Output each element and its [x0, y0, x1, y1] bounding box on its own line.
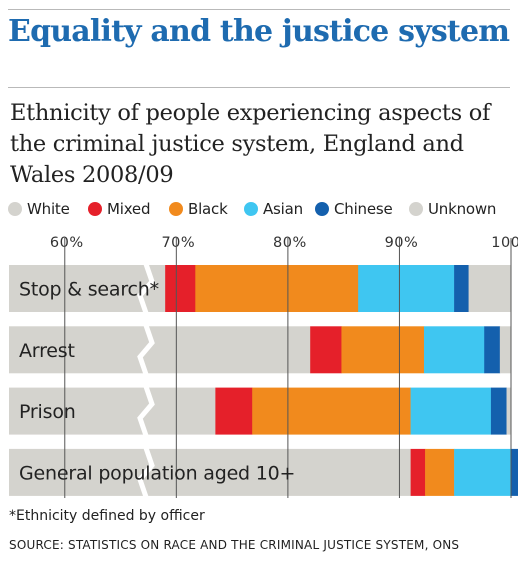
legend: White Mixed Black Asian Chinese Unknown [8, 200, 518, 224]
axis-break-mark [137, 324, 155, 376]
x-tick-label: 60% [50, 235, 84, 251]
x-tick-label: 90% [385, 235, 419, 251]
top-rule [8, 9, 510, 10]
footnote: *Ethnicity defined by officer [9, 508, 205, 524]
x-tick-label: 80% [273, 235, 307, 251]
legend-item-unknown: Unknown [409, 200, 496, 218]
category-label: Stop & search* [19, 279, 159, 301]
bar-segment-unknown [499, 326, 512, 374]
x-tick-label: 100% [491, 235, 518, 251]
bar-segment-asian [423, 326, 485, 374]
bar-segment-white [9, 326, 311, 374]
legend-item-black: Black [169, 200, 228, 218]
axis-break-mark [137, 447, 155, 498]
legend-label-black: Black [188, 200, 228, 218]
axis-break-mark [137, 385, 155, 437]
legend-label-white: White [27, 200, 70, 218]
bar-segment-mixed [215, 387, 253, 435]
headline: Equality and the justice system [8, 14, 510, 49]
x-tick-label: 70% [161, 235, 195, 251]
legend-label-chinese: Chinese [334, 200, 393, 218]
bar-segment-mixed [310, 326, 342, 374]
legend-swatch-asian [244, 202, 258, 216]
category-label: Prison [19, 401, 76, 423]
legend-item-asian: Asian [244, 200, 303, 218]
source-note: SOURCE: STATISTICS ON RACE AND THE CRIMI… [9, 538, 460, 552]
bar-segment-chinese [454, 265, 469, 312]
bar-segment-chinese [490, 387, 507, 435]
bar-segment-unknown [506, 387, 512, 435]
legend-item-chinese: Chinese [315, 200, 393, 218]
category-label: Arrest [19, 340, 75, 362]
bar-segment-mixed [410, 448, 426, 496]
bar-segment-mixed [165, 265, 196, 312]
bar-segment-white [9, 265, 166, 312]
legend-label-mixed: Mixed [107, 200, 151, 218]
bar-segment-black [425, 448, 455, 496]
bar-segment-asian [358, 265, 455, 312]
legend-label-asian: Asian [263, 200, 303, 218]
bar-segment-chinese [511, 448, 518, 496]
legend-swatch-unknown [409, 202, 423, 216]
bar-segment-white [9, 448, 411, 496]
legend-item-mixed: Mixed [88, 200, 150, 218]
bar-segment-black [341, 326, 425, 374]
legend-item-white: White [8, 200, 70, 218]
bar-segment-unknown [468, 265, 512, 312]
legend-swatch-white [8, 202, 22, 216]
category-label: General population aged 10+ [19, 462, 295, 484]
legend-swatch-chinese [315, 202, 329, 216]
stacked-bar-chart: 60% 70% 80% 90% 100% Stop & search* Arrest Pris… [9, 235, 518, 498]
axis-break-mark [137, 263, 155, 314]
chart-title: Ethnicity of people experiencing aspects… [10, 100, 491, 188]
bar-segment-asian [410, 387, 492, 435]
headline-rule [8, 87, 510, 88]
bar-segment-black [252, 387, 411, 435]
bar-segment-black [195, 265, 359, 312]
bar-segment-asian [454, 448, 512, 496]
legend-swatch-mixed [88, 202, 102, 216]
bar-segment-chinese [484, 326, 501, 374]
bar-segment-white [9, 387, 216, 435]
legend-label-unknown: Unknown [428, 200, 497, 218]
legend-swatch-black [169, 202, 183, 216]
